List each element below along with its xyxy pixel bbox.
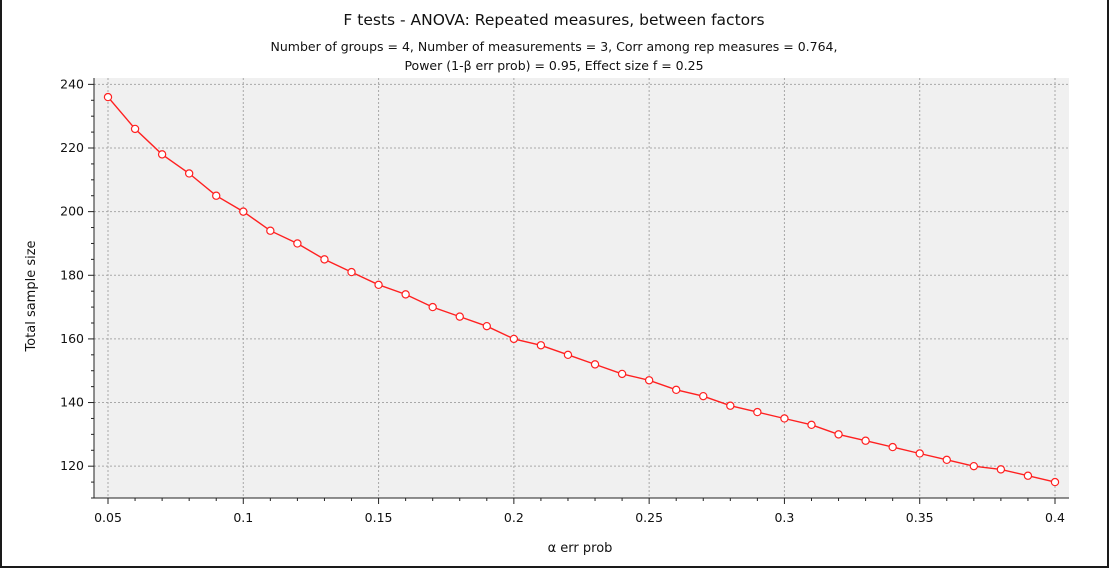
chart-title: F tests - ANOVA: Repeated measures, betw… [343, 11, 764, 29]
data-point [889, 443, 896, 450]
data-point [1051, 478, 1058, 485]
y-tick-label: 220 [60, 140, 84, 155]
data-point [700, 393, 707, 400]
data-point [131, 125, 138, 132]
data-point [186, 170, 193, 177]
x-tick-label: 0.2 [504, 510, 524, 525]
data-point [510, 335, 517, 342]
x-tick-label: 0.25 [635, 510, 663, 525]
y-tick-label: 160 [60, 331, 84, 346]
y-tick-label: 200 [60, 204, 84, 219]
y-tick-label: 120 [60, 458, 84, 473]
y-tick-label: 180 [60, 267, 84, 282]
data-point [159, 151, 166, 158]
data-point [429, 303, 436, 310]
data-point [916, 450, 923, 457]
data-point [970, 463, 977, 470]
x-tick-label: 0.05 [94, 510, 122, 525]
x-tick-label: 0.35 [906, 510, 934, 525]
y-axis-label: Total sample size [24, 240, 39, 352]
chart-subtitle-line-1: Number of groups = 4, Number of measurem… [271, 39, 838, 54]
x-tick-label: 0.3 [774, 510, 794, 525]
data-point [294, 240, 301, 247]
data-point [646, 377, 653, 384]
x-axis-label: α err prob [548, 541, 613, 556]
data-point [104, 93, 111, 100]
data-point [213, 192, 220, 199]
plot-area [94, 78, 1069, 498]
data-point [267, 227, 274, 234]
data-point [537, 342, 544, 349]
data-point [321, 256, 328, 263]
data-point [564, 351, 571, 358]
data-point [727, 402, 734, 409]
data-point [402, 291, 409, 298]
data-point [673, 386, 680, 393]
x-tick-label: 0.1 [233, 510, 253, 525]
data-point [781, 415, 788, 422]
y-tick-label: 140 [60, 395, 84, 410]
data-point [375, 281, 382, 288]
data-point [483, 323, 490, 330]
data-point [754, 408, 761, 415]
data-point [618, 370, 625, 377]
x-tick-label: 0.15 [365, 510, 393, 525]
data-point [808, 421, 815, 428]
data-point [1024, 472, 1031, 479]
data-point [456, 313, 463, 320]
data-point [591, 361, 598, 368]
data-point [240, 208, 247, 215]
chart-subtitle-line-2: Power (1-β err prob) = 0.95, Effect size… [404, 58, 703, 73]
data-point [943, 456, 950, 463]
y-tick-label: 240 [60, 76, 84, 91]
data-point [997, 466, 1004, 473]
x-tick-label: 0.4 [1045, 510, 1065, 525]
data-point [348, 268, 355, 275]
data-point [835, 431, 842, 438]
data-point [862, 437, 869, 444]
